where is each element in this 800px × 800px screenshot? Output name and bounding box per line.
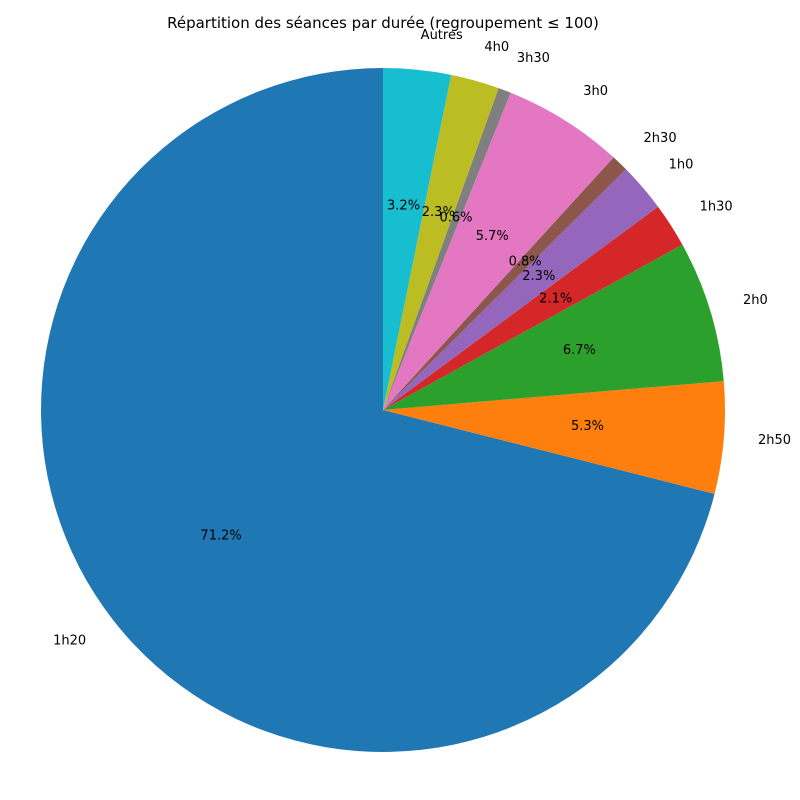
slice-label-3h0: 3h0 bbox=[583, 84, 608, 99]
pie-labels: 1h20 71.2% 2h50 5.3% 2h0 6.7% 1h30 2.1% 1h0 2.3% 2… bbox=[53, 28, 791, 648]
slice-label-1h30: 1h30 bbox=[700, 199, 733, 214]
pie-slice-2h50 bbox=[383, 381, 725, 494]
pie-slice-1h0 bbox=[383, 169, 659, 410]
pct-label-3h30: 0.6% bbox=[439, 211, 472, 226]
pie-slice-1h30 bbox=[383, 206, 683, 410]
slice-label-2h50: 2h50 bbox=[758, 433, 791, 448]
pie-slice-2h30 bbox=[383, 157, 626, 410]
pct-label-2h30: 0.8% bbox=[509, 254, 542, 269]
slice-label-autres: Autres bbox=[421, 28, 463, 43]
pct-label-1h30: 2.1% bbox=[539, 292, 572, 307]
pie-slices bbox=[41, 68, 725, 752]
slice-label-2h0: 2h0 bbox=[743, 293, 768, 308]
pie-slice-3h30 bbox=[383, 88, 511, 410]
slice-label-4h0: 4h0 bbox=[484, 40, 509, 55]
pct-label-1h0: 2.3% bbox=[522, 269, 555, 284]
pie-slice-3h0 bbox=[383, 92, 614, 411]
pie-slice-1h20 bbox=[41, 68, 715, 752]
pie-slice-4h0 bbox=[383, 74, 499, 411]
pct-label-1h20: 71.2% bbox=[200, 529, 241, 544]
pct-label-4h0: 2.3% bbox=[422, 205, 455, 220]
chart-title: Répartition des séances par durée (regro… bbox=[167, 14, 599, 32]
pct-label-2h50: 5.3% bbox=[571, 419, 604, 434]
slice-label-2h30: 2h30 bbox=[644, 131, 677, 146]
pct-label-2h0: 6.7% bbox=[563, 343, 596, 358]
pct-label-3h0: 5.7% bbox=[476, 229, 509, 244]
pie-slice-autres bbox=[383, 68, 452, 410]
pie-slice-2h0 bbox=[383, 244, 724, 410]
slice-label-3h30: 3h30 bbox=[517, 51, 550, 66]
pct-label-autres: 3.2% bbox=[387, 198, 420, 213]
slice-label-1h0: 1h0 bbox=[669, 158, 694, 173]
slice-label-1h20: 1h20 bbox=[53, 634, 86, 649]
